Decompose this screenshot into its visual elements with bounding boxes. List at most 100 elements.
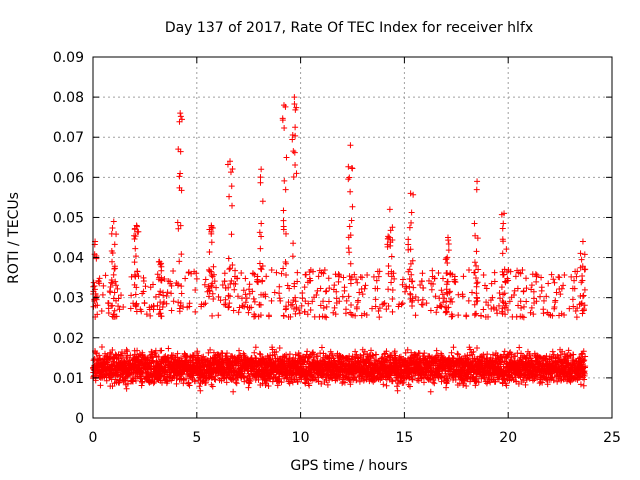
data-point bbox=[257, 351, 264, 358]
data-point bbox=[375, 357, 382, 364]
data-point bbox=[261, 376, 268, 383]
data-point bbox=[326, 285, 333, 292]
data-point bbox=[287, 302, 294, 309]
y-tick-label: 0.04 bbox=[53, 251, 84, 267]
data-point bbox=[192, 378, 199, 385]
data-point bbox=[560, 282, 567, 289]
data-point bbox=[286, 285, 293, 292]
data-point bbox=[579, 293, 586, 300]
data-point bbox=[408, 219, 415, 226]
data-point bbox=[109, 258, 116, 265]
data-point bbox=[528, 304, 535, 311]
data-point bbox=[241, 374, 248, 381]
data-point bbox=[349, 203, 356, 210]
data-point bbox=[407, 190, 414, 197]
data-point bbox=[209, 273, 216, 280]
data-point bbox=[255, 313, 262, 320]
data-point bbox=[150, 357, 157, 364]
data-point bbox=[232, 267, 239, 274]
data-point bbox=[93, 255, 100, 262]
data-point bbox=[390, 270, 397, 277]
data-point bbox=[483, 285, 490, 292]
y-tick-label: 0.05 bbox=[53, 210, 84, 226]
data-point bbox=[428, 286, 435, 293]
data-point bbox=[178, 283, 185, 290]
data-point bbox=[463, 313, 470, 320]
data-point bbox=[375, 307, 382, 314]
data-point bbox=[303, 271, 310, 278]
data-point bbox=[540, 297, 547, 304]
data-point bbox=[561, 312, 568, 319]
data-point bbox=[406, 266, 413, 273]
data-point bbox=[540, 310, 547, 317]
data-point bbox=[133, 308, 140, 315]
data-point bbox=[406, 275, 413, 282]
data-point bbox=[298, 376, 305, 383]
data-point bbox=[566, 305, 573, 312]
data-point bbox=[511, 287, 518, 294]
data-point bbox=[265, 313, 272, 320]
data-point bbox=[443, 308, 450, 315]
data-point bbox=[349, 165, 356, 172]
data-point bbox=[514, 285, 521, 292]
data-point bbox=[331, 282, 338, 289]
data-point bbox=[527, 309, 534, 316]
data-point bbox=[158, 313, 165, 320]
data-point bbox=[285, 299, 292, 306]
data-point bbox=[580, 348, 587, 355]
data-point bbox=[405, 241, 412, 248]
data-point bbox=[579, 310, 586, 317]
data-point bbox=[318, 344, 325, 351]
data-point bbox=[157, 261, 164, 268]
data-point bbox=[196, 383, 203, 390]
data-point bbox=[380, 300, 387, 307]
data-point bbox=[394, 387, 401, 394]
data-point bbox=[156, 306, 163, 313]
data-point bbox=[168, 282, 175, 289]
data-point bbox=[228, 183, 235, 190]
data-point bbox=[276, 295, 283, 302]
data-point bbox=[440, 299, 447, 306]
data-point bbox=[151, 378, 158, 385]
data-point bbox=[431, 275, 438, 282]
data-point bbox=[445, 247, 452, 254]
data-point bbox=[229, 261, 236, 268]
data-point bbox=[407, 290, 414, 297]
data-point bbox=[273, 348, 280, 355]
data-point bbox=[209, 280, 216, 287]
data-point bbox=[225, 255, 232, 262]
data-point bbox=[226, 193, 233, 200]
data-point bbox=[282, 186, 289, 193]
data-point bbox=[115, 303, 122, 310]
data-point bbox=[570, 351, 577, 358]
data-point bbox=[226, 266, 233, 273]
data-point bbox=[398, 301, 405, 308]
data-point bbox=[98, 344, 105, 351]
data-point bbox=[417, 358, 424, 365]
data-point bbox=[491, 269, 498, 276]
data-point bbox=[376, 314, 383, 321]
data-point bbox=[570, 303, 577, 310]
data-point bbox=[576, 373, 583, 380]
data-point bbox=[251, 349, 258, 356]
data-point bbox=[346, 223, 353, 230]
data-point bbox=[321, 313, 328, 320]
data-point bbox=[223, 379, 230, 386]
data-point bbox=[258, 166, 265, 173]
data-point bbox=[443, 255, 450, 262]
data-point bbox=[438, 303, 445, 310]
data-point bbox=[130, 378, 137, 385]
x-tick-label: 0 bbox=[89, 430, 98, 446]
data-point bbox=[168, 290, 175, 297]
data-point bbox=[406, 224, 413, 231]
data-point bbox=[333, 288, 340, 295]
data-point bbox=[163, 300, 170, 307]
data-point bbox=[281, 177, 288, 184]
data-point bbox=[503, 302, 510, 309]
data-point bbox=[225, 304, 232, 311]
data-point bbox=[412, 312, 419, 319]
data-point bbox=[289, 253, 296, 260]
data-point bbox=[97, 382, 104, 389]
data-point bbox=[133, 301, 140, 308]
data-point bbox=[389, 287, 396, 294]
